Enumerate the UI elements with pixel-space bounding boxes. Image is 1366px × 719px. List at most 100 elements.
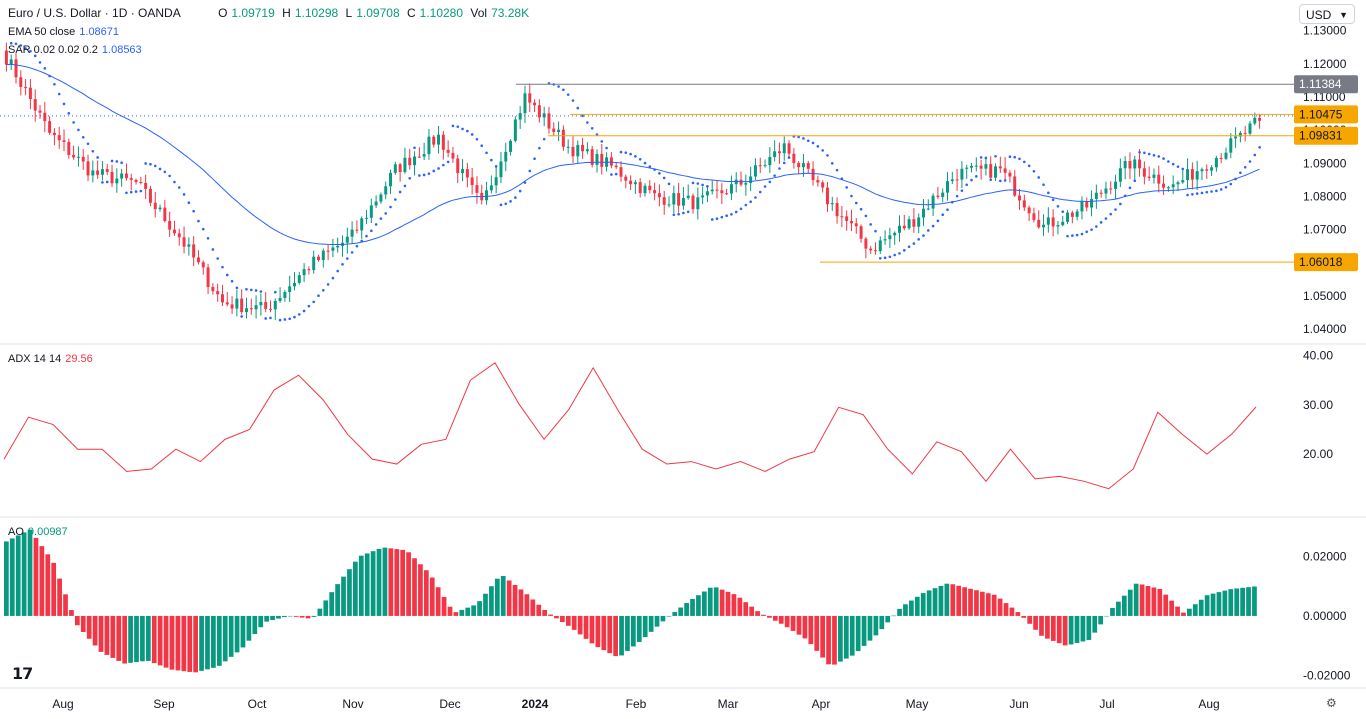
- sar-dot: [749, 200, 752, 203]
- sar-dot: [754, 196, 757, 199]
- sar-dot: [984, 156, 988, 160]
- ao-bar: [216, 615, 222, 666]
- candle-body: [1186, 169, 1190, 181]
- adx-legend[interactable]: ADX 14 14 29.56: [8, 352, 97, 366]
- ao-bar: [258, 615, 264, 628]
- sar-dot: [1239, 171, 1242, 175]
- sar-dot: [533, 157, 536, 161]
- symbol-title[interactable]: Euro / U.S. Dollar · 1D · OANDA: [8, 6, 181, 20]
- ao-bar: [542, 609, 548, 616]
- ema-legend[interactable]: EMA 50 close 1.08671: [8, 25, 123, 39]
- ao-bar: [778, 615, 784, 624]
- ao-bar: [128, 615, 133, 663]
- sar-dot: [931, 224, 935, 228]
- candle-body: [1094, 192, 1098, 199]
- ao-bar: [270, 615, 275, 621]
- ao-bar: [394, 549, 400, 616]
- candle-body: [235, 298, 239, 309]
- sar-dot: [811, 141, 815, 145]
- candle-body: [840, 216, 844, 218]
- candle-body: [220, 294, 224, 303]
- sar-dot: [33, 54, 37, 58]
- sar-dot: [72, 121, 75, 124]
- sar-dot: [206, 237, 210, 240]
- ao-bar: [808, 615, 814, 645]
- candle-body: [19, 77, 23, 87]
- ao-bar: [577, 615, 583, 635]
- currency-select[interactable]: USD ▼: [1299, 4, 1355, 24]
- sar-dot: [1248, 160, 1252, 163]
- adx-axis-tick: 20.00: [1303, 447, 1333, 461]
- sar-dot: [1224, 185, 1228, 189]
- candle-body: [931, 195, 935, 209]
- sar-dot: [346, 257, 349, 260]
- sar-dot: [86, 142, 90, 146]
- candle-body: [331, 247, 335, 251]
- ao-bar: [654, 615, 660, 627]
- candle-body: [941, 192, 945, 197]
- ao-bar: [276, 615, 281, 619]
- sar-dot: [859, 207, 863, 211]
- price-axis-tick: 1.05000: [1303, 289, 1347, 303]
- sar-dot: [1143, 151, 1146, 155]
- ao-bar: [211, 615, 216, 668]
- sar-dot: [249, 288, 253, 292]
- sar-dot: [586, 121, 589, 124]
- time-axis-tick: Aug: [52, 697, 73, 711]
- sar-dot: [273, 290, 277, 294]
- candle-body: [326, 250, 330, 252]
- adx-axis-tick: 40.00: [1303, 348, 1333, 362]
- ema-line: [6, 63, 1260, 246]
- ao-bar: [1228, 589, 1234, 616]
- sar-dot: [125, 191, 128, 195]
- candle-body: [902, 225, 906, 229]
- ao-value: 0.00987: [27, 526, 68, 538]
- sar-dot: [57, 92, 61, 96]
- ao-bar: [483, 593, 488, 616]
- sar-dot: [105, 180, 109, 184]
- sar-dot: [1152, 153, 1156, 157]
- candle-body: [369, 205, 373, 218]
- candle-body: [148, 188, 152, 203]
- candle-body: [72, 154, 76, 158]
- settings-gear-icon[interactable]: ⚙: [1326, 696, 1337, 710]
- tradingview-logo-icon: 𝟭𝟳: [12, 666, 33, 683]
- candle-body: [1219, 157, 1223, 159]
- sar-dot: [490, 158, 493, 162]
- candle-body: [317, 256, 320, 261]
- candle-body: [571, 146, 575, 157]
- ao-bar: [979, 591, 985, 616]
- sar-dot: [1071, 234, 1074, 237]
- sar-dot: [1205, 190, 1209, 194]
- sar-dot: [374, 223, 378, 226]
- sar-dot: [797, 135, 800, 139]
- candle-body: [139, 182, 143, 184]
- ao-bar: [151, 615, 157, 664]
- candle-body: [739, 179, 743, 185]
- ao-bar: [867, 615, 873, 641]
- sar-dot: [744, 203, 748, 207]
- open-value: 1.09719: [231, 6, 275, 20]
- ao-bar: [222, 615, 228, 662]
- candle-body: [158, 207, 162, 210]
- sar-dot: [288, 317, 291, 321]
- ao-bar: [1039, 615, 1044, 636]
- ao-bar: [583, 615, 589, 639]
- ao-bar: [790, 615, 796, 631]
- ao-bar: [944, 583, 950, 616]
- ao-bar: [494, 578, 500, 616]
- sar-legend[interactable]: SAR 0.02 0.02 0.2 1.08563: [8, 43, 146, 57]
- candle-body: [1195, 171, 1199, 180]
- symbol-legend[interactable]: Euro / U.S. Dollar · 1D · OANDA O 1.09719…: [8, 6, 533, 20]
- sar-dot: [509, 200, 512, 203]
- sar-dot: [456, 125, 460, 128]
- sar-dot: [662, 176, 666, 180]
- ao-legend[interactable]: AO 0.00987: [8, 525, 72, 539]
- candle-body: [91, 170, 95, 176]
- sar-dot: [129, 190, 133, 194]
- sar-dot: [758, 190, 762, 194]
- sar-dot: [182, 193, 186, 196]
- price-axis-tick: 1.04000: [1303, 322, 1347, 336]
- sar-dot: [187, 201, 191, 205]
- sar-dot: [134, 190, 138, 193]
